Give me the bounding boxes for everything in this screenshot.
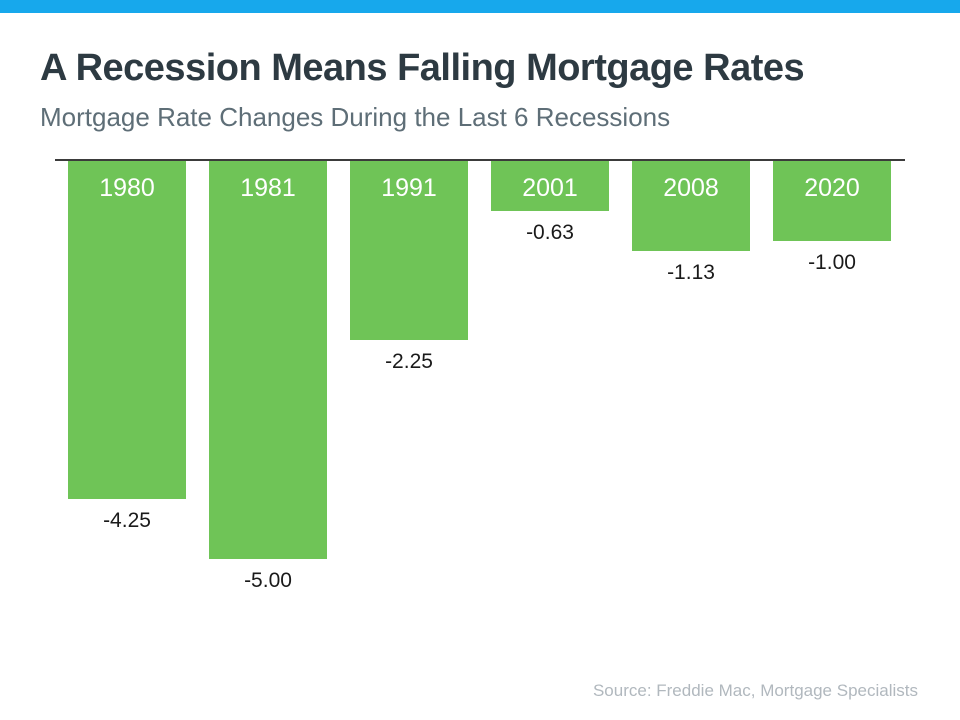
bar-value-label: -1.13 — [667, 261, 715, 284]
bar-value-label: -5.00 — [244, 569, 292, 592]
accent-bar — [0, 0, 960, 13]
bar-category-label: 1981 — [240, 174, 296, 202]
bar-value-label: -1.00 — [808, 251, 856, 274]
source-attribution: Source: Freddie Mac, Mortgage Specialist… — [592, 681, 918, 700]
bar-1981: 1981 — [209, 161, 327, 559]
bar-2020: 2020 — [773, 161, 891, 241]
bar-2001: 2001 — [491, 161, 609, 211]
page-title: A Recession Means Falling Mortgage Rates — [40, 47, 805, 89]
page-subtitle: Mortgage Rate Changes During the Last 6 … — [40, 102, 671, 132]
bar-1980: 1980 — [68, 161, 186, 499]
bar-category-label: 2008 — [663, 174, 719, 202]
bar-value-label: -2.25 — [385, 350, 433, 373]
chart-baseline-axis — [55, 159, 905, 161]
bar-1991: 1991 — [350, 161, 468, 340]
bar-value-label: -4.25 — [103, 509, 151, 532]
bar-category-label: 2001 — [522, 174, 578, 202]
bar-category-label: 1980 — [99, 174, 155, 202]
bar-2008: 2008 — [632, 161, 750, 251]
bar-category-label: 2020 — [804, 174, 860, 202]
bar-category-label: 1991 — [381, 174, 437, 202]
bar-value-label: -0.63 — [526, 221, 574, 244]
